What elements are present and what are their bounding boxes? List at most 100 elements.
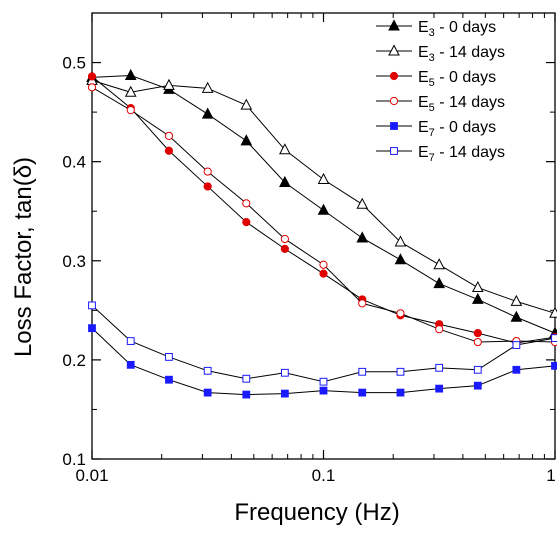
series-6-line	[91, 305, 556, 383]
series-5-point	[242, 390, 251, 399]
series-2-point	[279, 143, 291, 155]
legend-item-5-point	[390, 122, 398, 130]
y-tick-label: 0.1	[62, 450, 86, 469]
series-5-point	[435, 384, 444, 393]
legend-item-6: E7 - 14 days	[376, 144, 505, 164]
series-4	[87, 83, 557, 347]
legend-item-2-label: E3 - 14 days	[418, 44, 505, 64]
legend-item-3: E5 - 0 days	[376, 69, 496, 89]
legend-item-5: E7 - 0 days	[376, 119, 496, 139]
legend-item-3-point	[389, 71, 399, 81]
y-tick-label: 0.4	[62, 153, 86, 172]
series-2-line	[91, 79, 556, 314]
series-1-point	[279, 175, 291, 187]
legend: E3 - 0 days E3 - 14 days E5 - 0 days E5 - 1…	[376, 19, 505, 164]
series-6-point	[319, 377, 328, 386]
legend-item-2-point	[388, 44, 400, 56]
y-tick-label: 0.3	[62, 252, 86, 271]
legend-item-1-label: E3 - 0 days	[418, 19, 496, 39]
series-2	[86, 73, 557, 318]
x-tick-label: 0.01	[75, 466, 108, 485]
legend-item-1-point	[388, 19, 400, 31]
legend-item-6-point	[390, 147, 398, 155]
series-6-point	[203, 366, 212, 375]
legend-item-4-point	[389, 96, 399, 106]
series-1-point	[433, 276, 446, 289]
series-4-point	[280, 234, 289, 244]
series-4-point	[358, 299, 367, 308]
x-axis: 0.01 0.1 1	[75, 13, 556, 485]
legend-item-4-label: E5 - 14 days	[418, 94, 505, 114]
legend-item-2: E3 - 14 days	[376, 44, 505, 64]
x-tick-label: 0.1	[312, 466, 336, 485]
series-2-point	[317, 172, 330, 185]
series-4-point	[203, 167, 212, 176]
series-5-point	[358, 388, 367, 397]
series-2-point	[356, 197, 369, 209]
series-2-point	[240, 98, 253, 110]
series-6-point	[512, 341, 521, 349]
series-3-point	[203, 182, 212, 191]
legend-item-1: E3 - 0 days	[376, 19, 496, 39]
series-2-point	[549, 306, 557, 318]
legend-item-5-label: E7 - 0 days	[418, 119, 496, 139]
series-2-point	[124, 85, 137, 97]
series-4-point	[473, 337, 482, 347]
series-layer	[86, 68, 557, 399]
series-6-point	[473, 365, 482, 374]
series-2-point	[394, 235, 407, 247]
series-1-point	[510, 310, 523, 322]
series-1-point	[240, 134, 253, 146]
series-6-point	[165, 353, 173, 361]
series-5-point	[319, 386, 328, 395]
series-3-point	[280, 244, 289, 253]
series-5-point	[165, 375, 173, 384]
series-4-point	[396, 309, 405, 318]
series-4-point	[164, 131, 174, 140]
series-5-point	[512, 365, 521, 374]
series-5-point	[126, 360, 135, 369]
series-2-point	[163, 78, 175, 90]
y-axis-title: Loss Factor, tan(δ)	[10, 157, 37, 357]
series-1-point	[124, 68, 137, 80]
series-6-point	[88, 301, 96, 310]
series-5	[88, 324, 557, 399]
series-4-point	[319, 260, 328, 269]
series-4-point	[435, 325, 444, 334]
x-axis-title: Frequency (Hz)	[234, 499, 399, 526]
legend-item-6-label: E7 - 14 days	[418, 144, 505, 164]
series-2-point	[510, 294, 523, 306]
series-4-point	[87, 83, 97, 92]
series-1-point	[471, 292, 484, 304]
series-5-point	[280, 389, 289, 398]
series-6-point	[280, 368, 289, 377]
series-1-point	[394, 253, 407, 265]
series-6-point	[358, 367, 367, 376]
y-tick-label: 0.2	[62, 351, 86, 370]
series-1-point	[201, 107, 214, 119]
series-6-point	[551, 334, 557, 342]
series-6	[88, 301, 557, 386]
x-tick-label: 1	[546, 466, 555, 485]
series-6-point	[126, 337, 135, 345]
series-2-point	[433, 258, 446, 270]
series-1-point	[356, 231, 369, 243]
series-3-point	[473, 329, 482, 338]
series-2-point	[471, 280, 484, 293]
series-5-point	[396, 388, 405, 397]
series-5-point	[203, 388, 212, 397]
series-5-point	[473, 381, 482, 390]
series-2-point	[201, 81, 214, 93]
series-6-point	[435, 363, 444, 372]
series-3-point	[164, 146, 174, 155]
series-4-point	[242, 199, 251, 208]
series-6-point	[242, 374, 251, 383]
series-5-point	[88, 324, 96, 333]
legend-item-3-label: E5 - 0 days	[418, 69, 496, 89]
y-tick-label: 0.5	[62, 54, 86, 73]
series-3-point	[319, 269, 328, 278]
series-5-point	[551, 361, 557, 370]
legend-item-4: E5 - 14 days	[376, 94, 505, 114]
series-3-point	[87, 72, 97, 81]
